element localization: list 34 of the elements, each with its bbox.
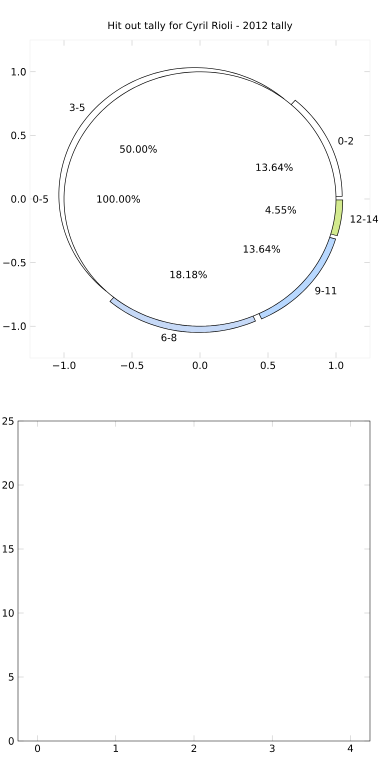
data-label: 13.64% xyxy=(244,245,280,253)
y-tick-label: 5 xyxy=(8,673,14,681)
y-tick-label: 25 xyxy=(2,417,14,425)
data-label: 13.64% xyxy=(256,164,293,172)
x-tick-label: 0.5 xyxy=(260,362,276,370)
y-tick-label: 20 xyxy=(2,481,14,489)
y-tick-label: 15 xyxy=(2,545,14,553)
slice-label: 6-8 xyxy=(161,334,176,342)
y-tick-label: 0.0 xyxy=(11,195,26,203)
y-tick-label: 1.0 xyxy=(12,68,26,76)
x-tick-label: 3 xyxy=(270,744,275,752)
x-tick-label: −0.5 xyxy=(120,362,144,370)
x-tick-label: 0.0 xyxy=(192,362,208,370)
x-tick-label: 4 xyxy=(348,744,354,752)
y-tick-label: −0.5 xyxy=(3,258,26,266)
y-tick-label: 0.5 xyxy=(11,132,26,140)
x-tick-label: 0 xyxy=(35,744,40,752)
x-tick-label: 2 xyxy=(192,744,196,752)
slice-label: 3-5 xyxy=(70,104,84,112)
y-tick-label: −1.0 xyxy=(3,322,26,330)
y-tick-label: 10 xyxy=(2,609,14,617)
slice-label: 0-2 xyxy=(338,137,353,145)
slice-label: 0-5 xyxy=(33,195,48,203)
chart-title: Hit out tally for Cyril Rioli - 2012 tally xyxy=(108,21,292,32)
data-label: 18.18% xyxy=(170,270,207,278)
y-tick-label: 0 xyxy=(8,737,14,745)
data-label: 4.55% xyxy=(265,206,296,214)
slice-label: 12-14 xyxy=(350,215,378,223)
data-label: 100.00% xyxy=(97,195,140,203)
x-tick-label: 1.0 xyxy=(329,362,344,370)
x-tick-label: 1 xyxy=(114,744,118,752)
data-label: 50.00% xyxy=(120,145,157,153)
slice-label: 9-11 xyxy=(315,286,336,294)
x-tick-label: −1.0 xyxy=(52,362,76,370)
